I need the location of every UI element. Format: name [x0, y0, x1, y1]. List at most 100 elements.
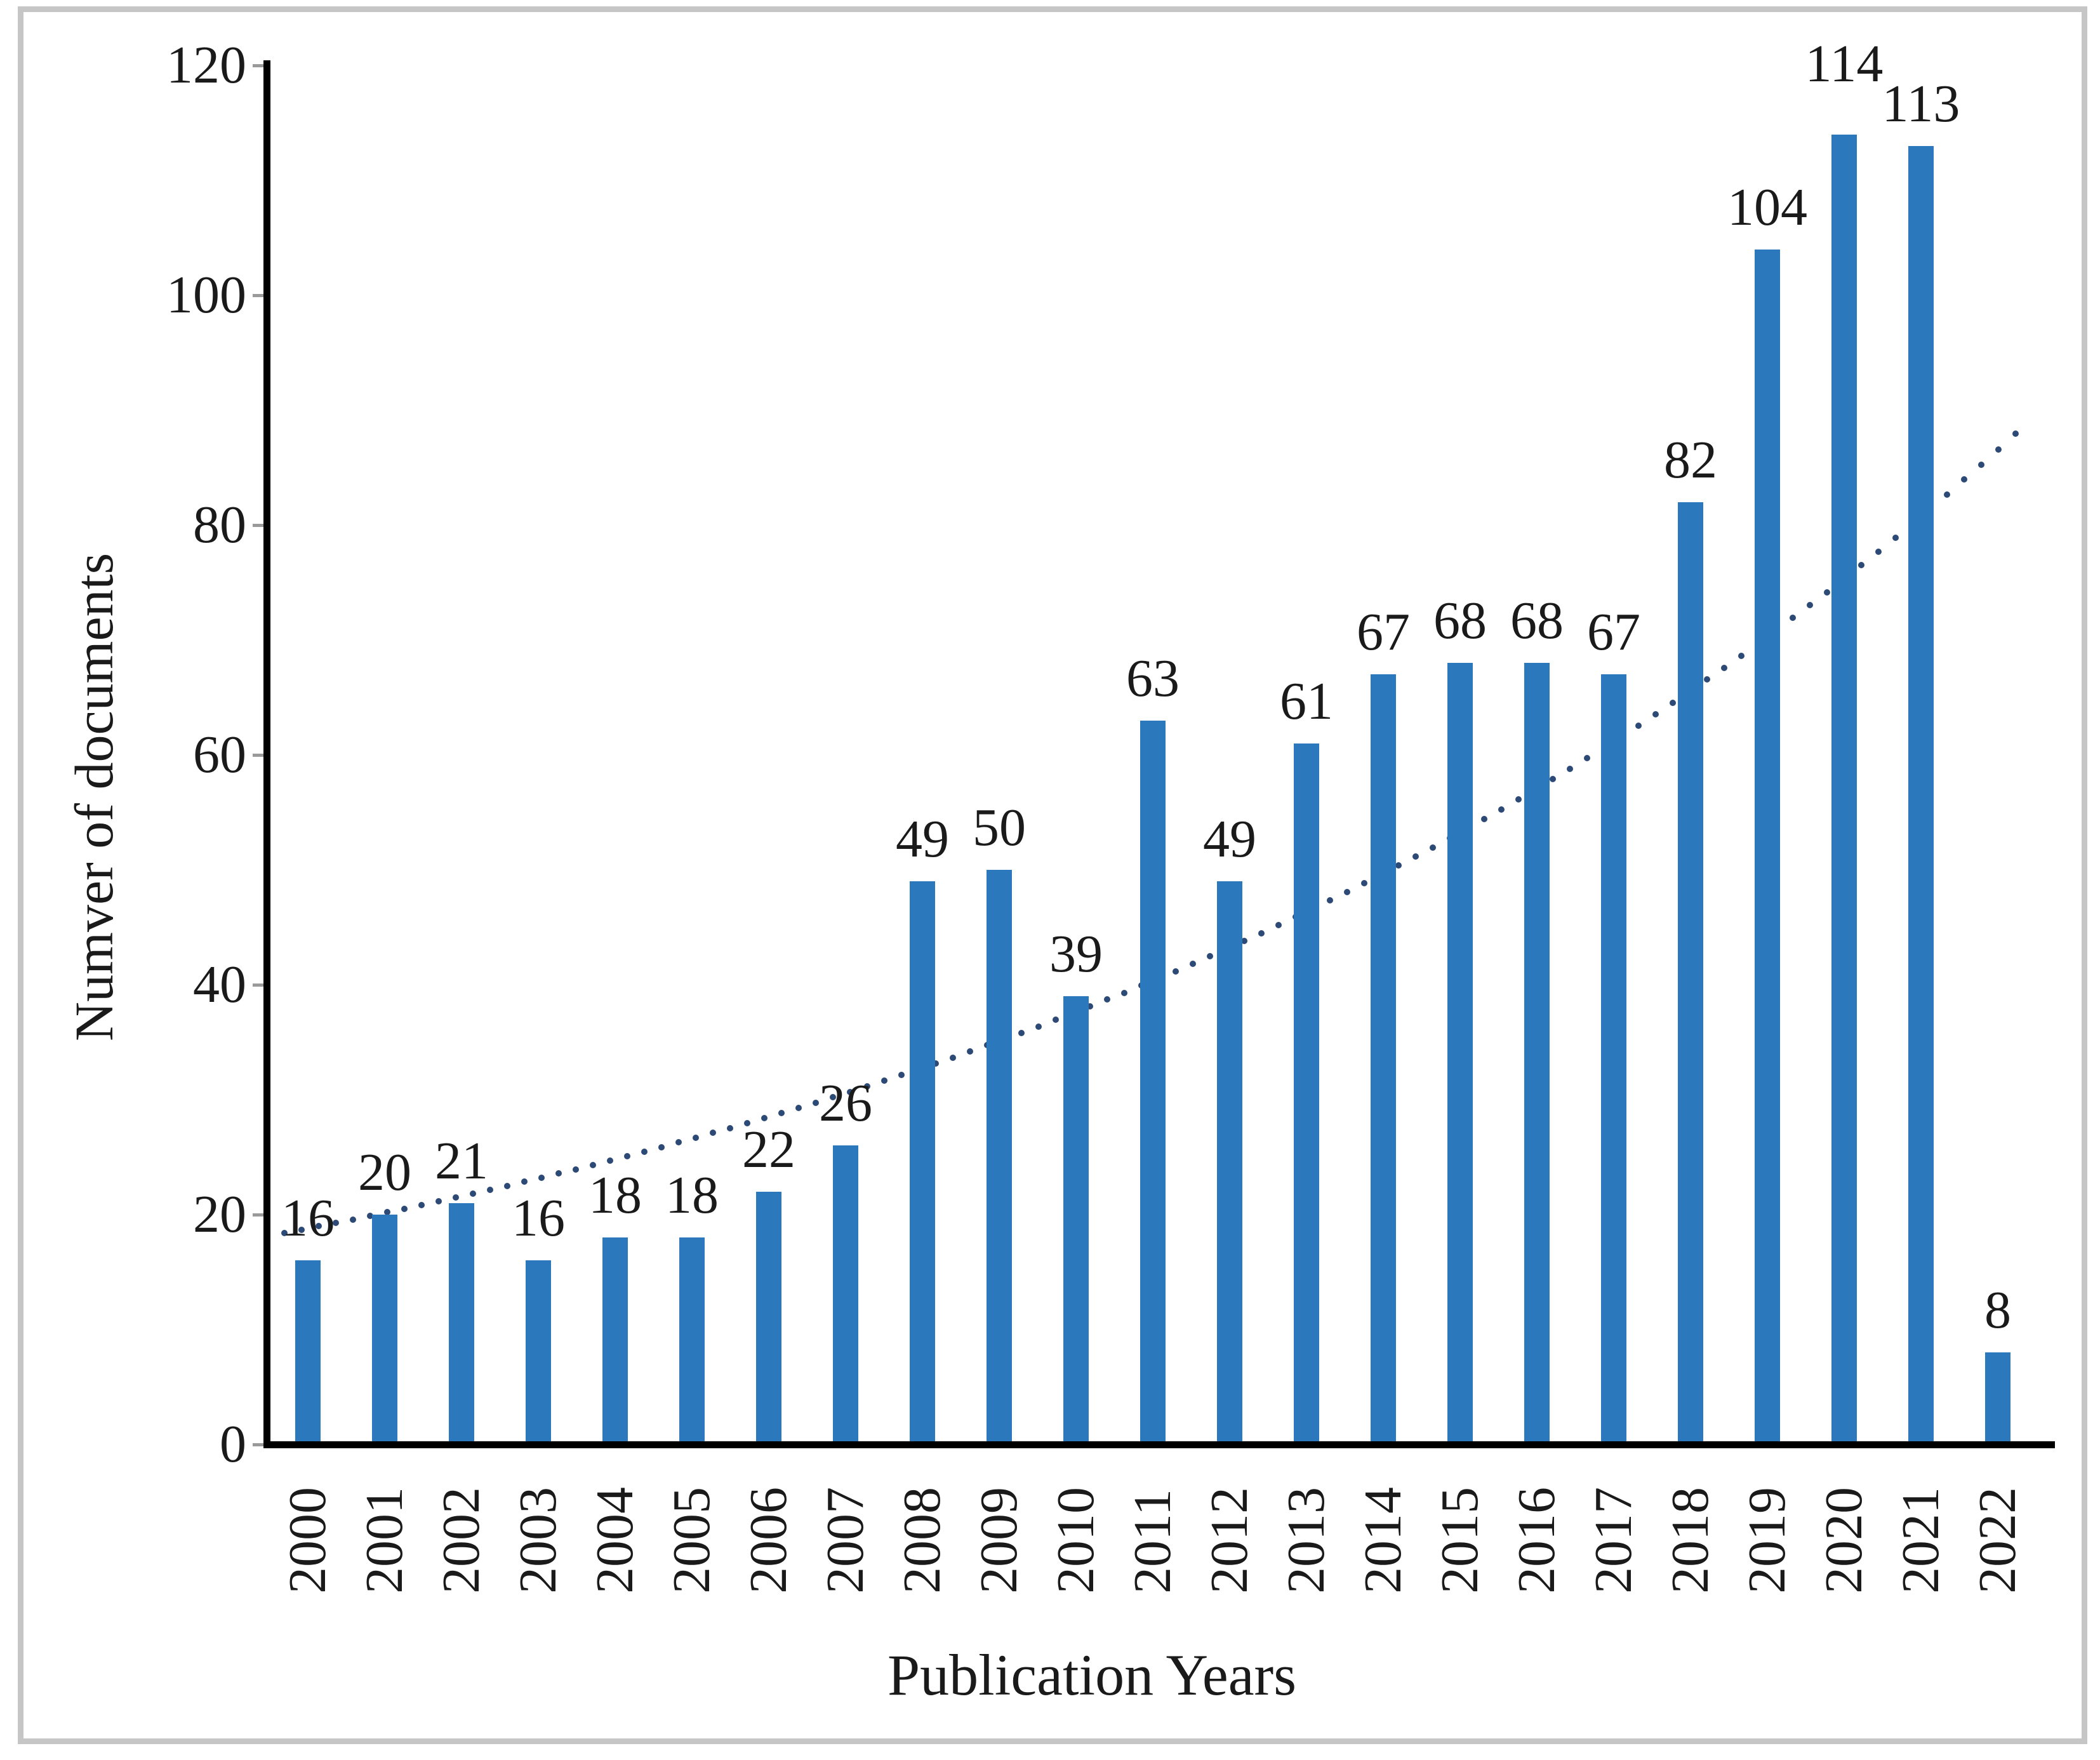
trend-dot: [1035, 1023, 1042, 1030]
value-label-2006: 22: [742, 1119, 795, 1179]
value-label-2014: 67: [1357, 603, 1410, 662]
value-label-2022: 8: [1984, 1281, 2011, 1340]
year-label-2018: 2018: [1661, 1487, 1720, 1594]
bar-2019: [1755, 249, 1780, 1441]
bar-2016: [1524, 663, 1550, 1441]
trend-dot: [727, 1124, 733, 1131]
trend-dot: [693, 1134, 699, 1141]
value-label-2008: 49: [896, 810, 949, 869]
y-tick-label-60: 60: [193, 725, 246, 784]
year-label-2001: 2001: [355, 1487, 414, 1594]
bar-2011: [1140, 720, 1166, 1441]
trend-dot: [967, 1048, 973, 1055]
trend-dot: [1498, 806, 1505, 813]
value-label-2003: 16: [512, 1189, 565, 1248]
value-label-2018: 82: [1664, 430, 1717, 490]
trend-dot: [1018, 1029, 1025, 1036]
bar-2013: [1294, 743, 1319, 1441]
bar-2022: [1985, 1352, 2010, 1441]
trend-dot: [1995, 446, 2002, 453]
trend-dot: [1550, 776, 1556, 783]
bar-2014: [1371, 674, 1396, 1441]
trend-dot: [1635, 722, 1642, 729]
trend-dot: [573, 1166, 579, 1173]
year-label-2015: 2015: [1430, 1487, 1489, 1594]
year-label-2006: 2006: [739, 1487, 798, 1594]
trend-dot: [830, 1094, 836, 1101]
trend-dot: [795, 1104, 802, 1111]
year-label-2013: 2013: [1277, 1487, 1336, 1594]
trend-dot: [1738, 652, 1744, 659]
trend-dot: [761, 1115, 768, 1122]
year-label-2005: 2005: [662, 1487, 721, 1594]
bar-2008: [910, 881, 935, 1441]
bar-2002: [449, 1203, 474, 1441]
bar-2018: [1678, 502, 1703, 1441]
bar-2006: [756, 1191, 781, 1441]
trend-dot: [1858, 562, 1864, 569]
trend-dot: [1567, 765, 1573, 772]
trend-dot: [813, 1099, 819, 1106]
trend-dot: [521, 1178, 528, 1185]
trend-dot: [607, 1157, 613, 1164]
year-label-2014: 2014: [1353, 1487, 1412, 1594]
bar-2020: [1831, 134, 1857, 1441]
y-tick-mark-20: [253, 1213, 265, 1217]
trend-dot: [470, 1190, 476, 1197]
trend-dot: [1584, 755, 1590, 762]
trend-dot: [1275, 922, 1282, 929]
trend-dot: [487, 1186, 493, 1193]
trend-dot: [675, 1139, 682, 1146]
trend-dot: [350, 1216, 356, 1223]
trend-dot: [1173, 968, 1179, 975]
trend-dot: [367, 1213, 373, 1220]
trend-dot: [641, 1148, 648, 1155]
trend-dot: [950, 1054, 956, 1061]
value-label-2009: 50: [973, 798, 1026, 857]
y-tick-mark-120: [253, 64, 265, 67]
trend-dot: [1978, 461, 1984, 468]
bar-2009: [987, 870, 1012, 1441]
trend-dot: [864, 1083, 870, 1090]
year-label-2019: 2019: [1738, 1487, 1797, 1594]
trend-dot: [1944, 491, 1950, 498]
trend-dot: [1207, 953, 1213, 960]
bar-2017: [1601, 674, 1626, 1441]
trend-dot: [1824, 589, 1830, 596]
y-axis-line: [263, 60, 270, 1448]
bar-2015: [1447, 663, 1473, 1441]
year-label-2003: 2003: [508, 1487, 568, 1594]
trend-dot: [1327, 897, 1333, 904]
trend-dot: [624, 1152, 630, 1159]
trend-dot: [658, 1143, 665, 1150]
y-tick-mark-100: [253, 294, 265, 297]
year-label-2002: 2002: [432, 1487, 491, 1594]
trend-dot: [1704, 676, 1710, 683]
y-tick-label-100: 100: [166, 265, 246, 324]
y-tick-label-120: 120: [166, 36, 246, 95]
year-label-2007: 2007: [816, 1487, 875, 1594]
value-label-2017: 67: [1587, 603, 1640, 662]
bar-2007: [833, 1145, 858, 1441]
bar-2004: [602, 1237, 628, 1441]
trend-dot: [1241, 938, 1247, 945]
trend-dot: [1875, 548, 1882, 555]
bar-2000: [295, 1260, 321, 1441]
year-label-2011: 2011: [1123, 1489, 1182, 1594]
trend-dot: [1961, 476, 1967, 483]
trend-dot: [1361, 880, 1367, 887]
trend-dot: [504, 1182, 510, 1189]
trend-dot: [2012, 430, 2019, 437]
trend-dot: [744, 1119, 750, 1126]
value-label-2012: 49: [1203, 810, 1256, 869]
year-label-2016: 2016: [1507, 1487, 1566, 1594]
trend-dot: [1481, 816, 1487, 823]
trend-dot: [316, 1223, 322, 1230]
trend-dot: [847, 1088, 853, 1095]
trend-dot: [1807, 602, 1813, 609]
trend-dot: [555, 1170, 562, 1177]
value-label-2010: 39: [1049, 924, 1103, 984]
value-label-2019: 104: [1727, 177, 1807, 237]
value-label-2021: 113: [1882, 74, 1960, 133]
